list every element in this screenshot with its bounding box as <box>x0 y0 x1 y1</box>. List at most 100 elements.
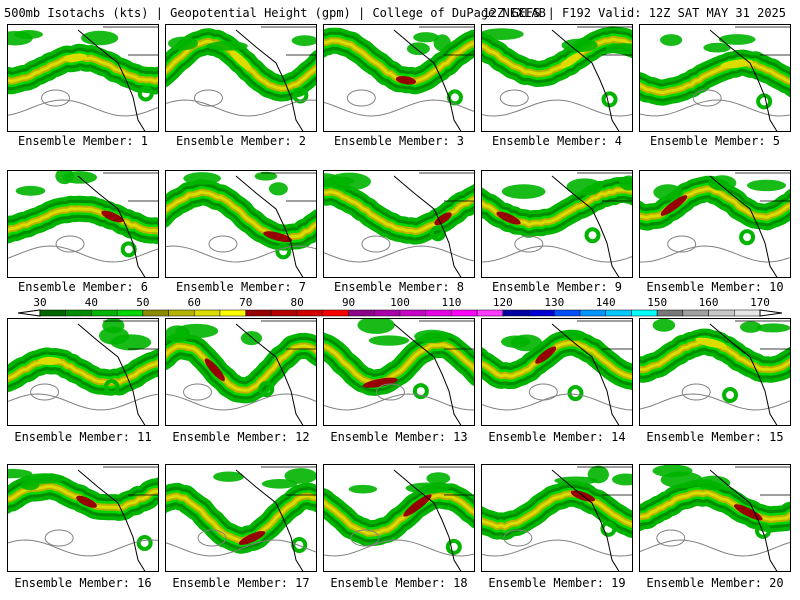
height-contour <box>528 383 558 401</box>
colorbar-tick-label: 140 <box>595 296 616 309</box>
isotach-band <box>166 344 316 392</box>
border <box>103 320 158 350</box>
member-caption: Ensemble Member: 19 <box>488 576 626 590</box>
ensemble-member-map <box>639 170 791 278</box>
coastline <box>77 469 146 571</box>
cutoff-low <box>258 381 275 398</box>
colorbar-tick-label: 120 <box>492 296 513 309</box>
height-contour <box>375 383 405 401</box>
colorbar-bin <box>656 309 684 317</box>
jet-core <box>263 231 293 243</box>
ensemble-member-map <box>323 318 475 426</box>
height-contour <box>640 393 790 411</box>
colorbar-tick-label: 80 <box>290 296 304 309</box>
height-contour <box>346 89 376 107</box>
height-contour <box>656 529 686 547</box>
isotach-blob <box>166 325 190 343</box>
isotach-blob <box>554 476 598 485</box>
colorbar-bin <box>631 309 658 317</box>
jet-core <box>434 212 452 226</box>
isotach-blob <box>652 319 676 332</box>
height-contour <box>8 245 158 263</box>
height-contour <box>183 383 213 401</box>
height-contour <box>208 235 238 253</box>
border <box>261 320 316 350</box>
isotach-blob <box>284 468 316 484</box>
ensemble-member-map <box>323 464 475 572</box>
colorbar-tick-label: 60 <box>187 296 201 309</box>
coastline <box>551 469 620 571</box>
height-contour <box>197 529 227 547</box>
coastline <box>77 175 146 277</box>
jet-stream-map <box>640 172 790 277</box>
ensemble-member-map <box>165 170 317 278</box>
ensemble-member-map <box>639 464 791 572</box>
member-caption: Ensemble Member: 17 <box>172 576 310 590</box>
border <box>577 172 632 202</box>
isotach-blob <box>8 31 33 46</box>
ensemble-member-map <box>165 464 317 572</box>
isotach-blob <box>426 472 451 485</box>
colorbar-bin <box>502 309 529 317</box>
height-contour <box>503 529 533 547</box>
jet-stream-map <box>640 26 790 131</box>
height-contour <box>166 245 316 263</box>
isotach-blob <box>325 176 354 186</box>
colorbar-bin <box>476 309 504 317</box>
isotach-blob <box>433 34 451 52</box>
isotach-band <box>482 492 632 529</box>
colorbar-bin <box>605 309 632 317</box>
coastline <box>235 175 304 277</box>
colorbar-bin <box>194 309 221 317</box>
colorbar-bin <box>374 309 401 317</box>
ensemble-member-map <box>481 318 633 426</box>
coastline <box>551 323 620 425</box>
coastline <box>709 469 778 571</box>
colorbar-bin <box>116 309 144 317</box>
ensemble-member-map <box>165 318 317 426</box>
coastline <box>709 29 778 131</box>
height-contour <box>324 99 474 117</box>
isotach-blob <box>510 334 543 352</box>
jet-stream-map <box>8 466 158 571</box>
jet-core <box>63 53 87 62</box>
jet-core <box>660 195 688 216</box>
cutoff-low <box>739 229 756 246</box>
colorbar-bin <box>142 309 169 317</box>
colorbar-bin <box>708 309 735 317</box>
coastline <box>235 29 304 131</box>
border <box>419 466 474 496</box>
isotach-blob <box>268 182 288 196</box>
member-caption: Ensemble Member: 7 <box>175 280 307 294</box>
coastline <box>551 29 620 131</box>
member-caption: Ensemble Member: 3 <box>333 134 465 148</box>
height-contour <box>166 393 316 411</box>
jet-core <box>204 358 225 382</box>
colorbar-bin <box>91 309 118 317</box>
jet-core <box>695 337 727 349</box>
border <box>261 172 316 202</box>
member-caption: Ensemble Member: 16 <box>14 576 152 590</box>
isotach-blob <box>414 329 451 344</box>
cutoff-low <box>275 243 292 260</box>
member-caption: Ensemble Member: 1 <box>17 134 149 148</box>
coastline <box>393 175 462 277</box>
member-caption: Ensemble Member: 10 <box>646 280 784 294</box>
jet-stream-map <box>8 26 158 131</box>
cutoff-low <box>756 93 773 110</box>
jet-stream-map <box>166 171 316 277</box>
ensemble-member-map <box>165 24 317 132</box>
colorbar-tick-label: 110 <box>441 296 462 309</box>
cutoff-low <box>722 387 739 404</box>
jet-core <box>560 52 583 69</box>
colorbar-bin <box>734 309 761 317</box>
height-contour <box>41 89 71 107</box>
colorbar-tick-label: 50 <box>136 296 150 309</box>
cutoff-low <box>137 85 154 102</box>
colorbar-bin <box>296 309 324 317</box>
coastline <box>235 469 304 571</box>
isotach-blob <box>8 468 33 479</box>
ensemble-member-map <box>7 170 159 278</box>
ensemble-member-map <box>323 24 475 132</box>
isotach-blob <box>213 471 245 482</box>
